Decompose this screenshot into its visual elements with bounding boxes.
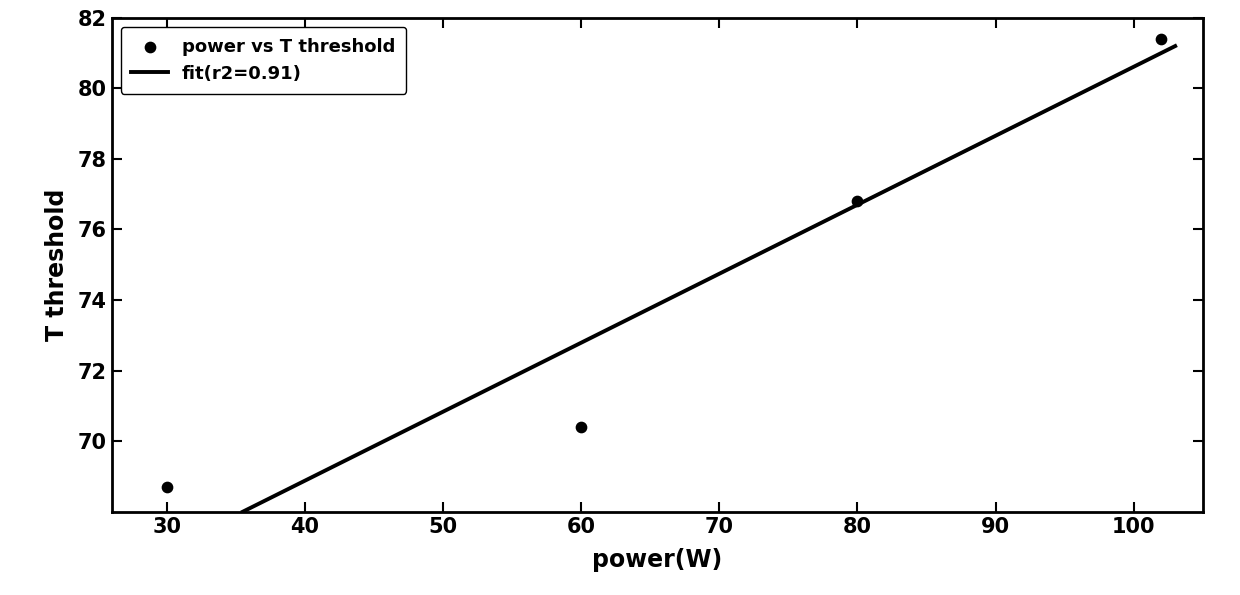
X-axis label: power(W): power(W) [591,547,723,572]
power vs T threshold [1152,35,1172,44]
power vs T threshold [848,196,868,206]
Legend: power vs T threshold, fit(r2=0.91): power vs T threshold, fit(r2=0.91) [120,27,407,93]
power vs T threshold [572,422,591,432]
power vs T threshold [157,482,177,491]
Y-axis label: T threshold: T threshold [46,189,69,341]
